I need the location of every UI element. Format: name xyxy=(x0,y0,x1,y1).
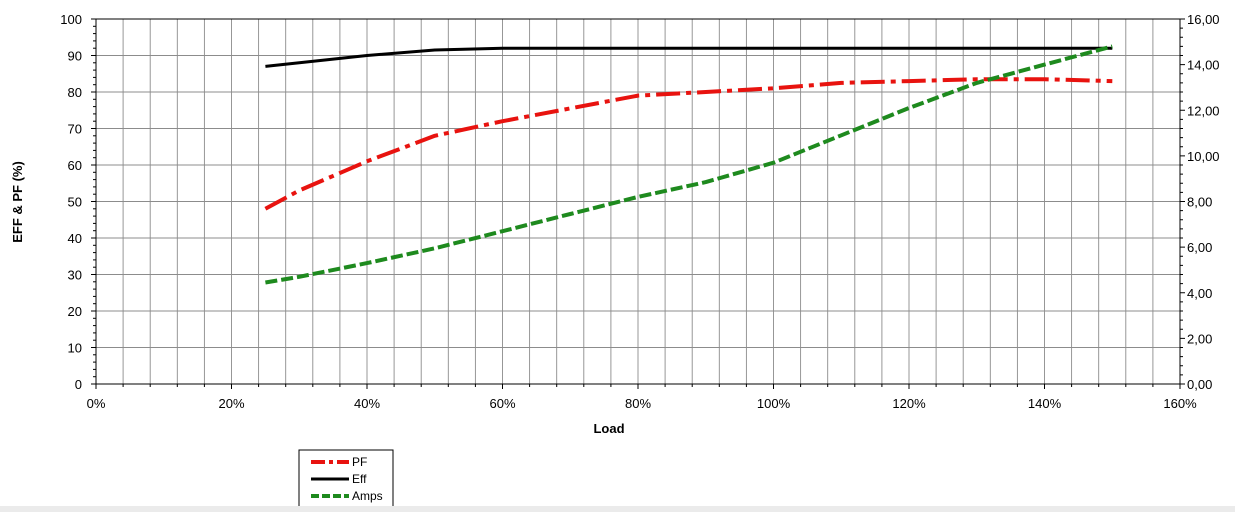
y2-tick-label: 0,00 xyxy=(1187,377,1212,392)
y-tick-label: 0 xyxy=(75,377,82,392)
series-line-eff xyxy=(265,46,1113,68)
y2-tick-label: 12,00 xyxy=(1187,103,1220,118)
y-tick-label: 30 xyxy=(68,268,82,283)
x-tick-label: 140% xyxy=(1028,396,1062,411)
y-tick-label: 80 xyxy=(68,85,82,100)
y-tick-label: 40 xyxy=(68,231,82,246)
y-tick-label: 60 xyxy=(68,158,82,173)
series-line-pf xyxy=(264,77,1113,211)
x-tick-label: 80% xyxy=(625,396,651,411)
x-tick-label: 60% xyxy=(489,396,515,411)
x-tick-label: 20% xyxy=(218,396,244,411)
y-tick-label: 50 xyxy=(68,195,82,210)
y-tick-label: 10 xyxy=(68,341,82,356)
legend-label-eff: Eff xyxy=(352,472,367,486)
y2-tick-label: 16,00 xyxy=(1187,12,1220,27)
y2-tick-label: 2,00 xyxy=(1187,331,1212,346)
y2-tick-label: 14,00 xyxy=(1187,58,1220,73)
y2-tick-label: 6,00 xyxy=(1187,240,1212,255)
y-tick-label: 70 xyxy=(68,122,82,137)
y2-tick-label: 8,00 xyxy=(1187,195,1212,210)
y-axis-title: EFF & PF (%) xyxy=(10,161,25,243)
x-tick-label: 100% xyxy=(757,396,791,411)
legend: PF Eff Amps xyxy=(298,449,394,513)
bottom-strip xyxy=(0,506,1235,512)
x-tick-label: 160% xyxy=(1163,396,1197,411)
y-tick-label: 20 xyxy=(68,304,82,319)
x-axis-title: Load xyxy=(593,421,624,436)
legend-label-amps: Amps xyxy=(352,489,383,503)
legend-label-pf: PF xyxy=(352,455,367,469)
x-tick-label: 40% xyxy=(354,396,380,411)
y2-tick-label: 4,00 xyxy=(1187,286,1212,301)
x-tick-label: 0% xyxy=(87,396,106,411)
series-line-amps xyxy=(265,44,1113,285)
x-tick-label: 120% xyxy=(892,396,926,411)
y-tick-label: 100 xyxy=(60,12,82,27)
y2-tick-label: 10,00 xyxy=(1187,149,1220,164)
y-tick-label: 90 xyxy=(68,49,82,64)
